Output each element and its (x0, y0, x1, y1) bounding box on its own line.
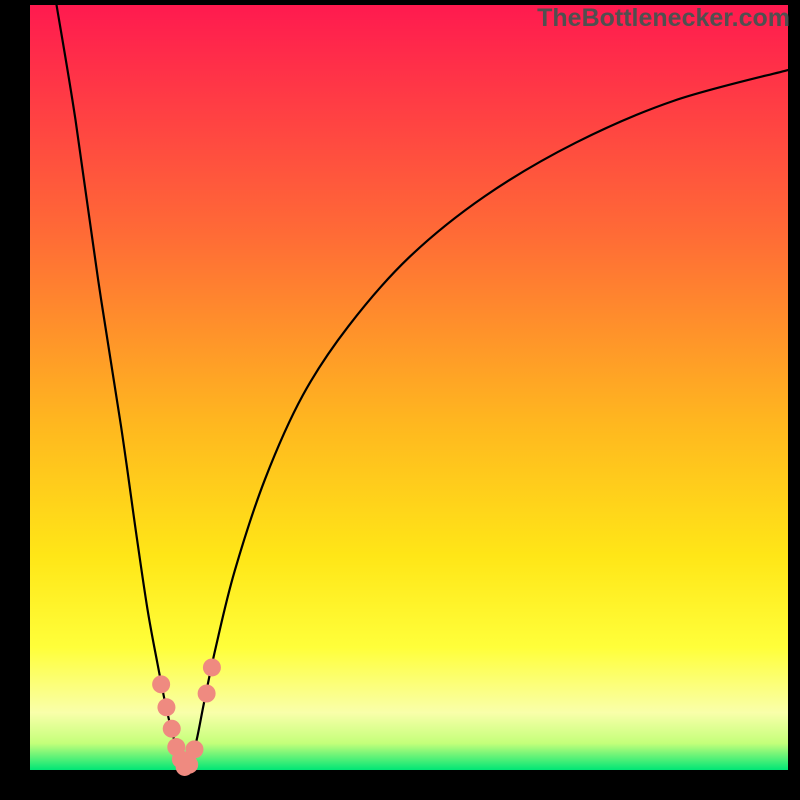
data-marker (203, 658, 221, 676)
data-marker (152, 675, 170, 693)
data-marker (163, 720, 181, 738)
data-marker (157, 698, 175, 716)
data-marker (198, 685, 216, 703)
plot-background (30, 5, 788, 770)
data-marker (185, 740, 203, 758)
watermark-text: TheBottlenecker.com (537, 4, 790, 33)
data-marker (180, 756, 198, 774)
bottleneck-curve-chart (0, 0, 800, 800)
chart-container: TheBottlenecker.com (0, 0, 800, 800)
